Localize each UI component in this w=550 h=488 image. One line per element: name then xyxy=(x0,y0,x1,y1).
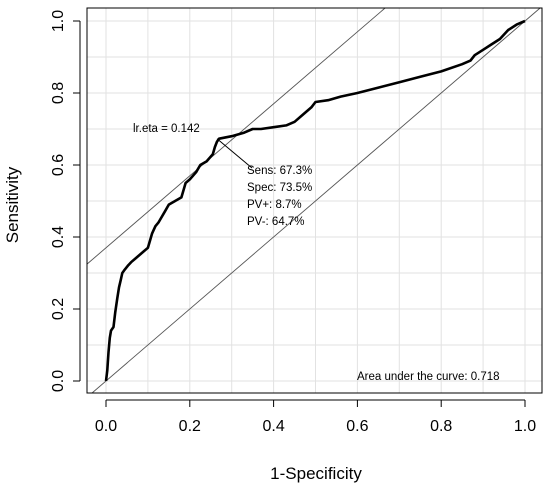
x-axis: 0.0 0.2 0.4 0.6 0.8 1.0 xyxy=(95,399,536,435)
x-tick-label: 0.2 xyxy=(179,418,201,435)
x-tick-label: 0.4 xyxy=(262,418,284,435)
x-tick-label: 0.0 xyxy=(95,418,117,435)
x-tick-label: 0.8 xyxy=(430,418,452,435)
pv-pos-label: PV+: 8.7% xyxy=(247,199,302,211)
auc-label: Area under the curve: 0.718 xyxy=(357,371,500,383)
grid xyxy=(87,8,542,393)
y-tick-label: 0.0 xyxy=(50,370,67,392)
roc-curve-group xyxy=(104,19,526,382)
y-tick-label: 0.2 xyxy=(50,298,67,320)
reference-line xyxy=(91,7,541,394)
x-tick-label: 1.0 xyxy=(514,418,536,435)
pv-neg-label: PV-: 64.7% xyxy=(247,216,305,228)
plot-frame xyxy=(86,7,543,394)
y-tick-label: 0.6 xyxy=(50,154,67,176)
y-tick-label: 0.8 xyxy=(50,82,67,104)
cutoff-callout-line xyxy=(216,138,253,169)
y-axis-title: Sensitivity xyxy=(3,166,22,243)
spec-label: Spec: 73.5% xyxy=(247,182,312,194)
y-axis: 0.0 0.2 0.4 0.6 0.8 1.0 xyxy=(50,10,81,392)
sens-label: Sens: 67.3% xyxy=(247,165,312,177)
cutoff-label: lr.eta = 0.142 xyxy=(133,123,200,135)
annotations: lr.eta = 0.142 Sens: 67.3% Spec: 73.5% P… xyxy=(133,123,500,383)
x-axis-title: 1-Specificity xyxy=(270,464,362,483)
x-tick-label: 0.6 xyxy=(346,418,368,435)
y-tick-label: 0.4 xyxy=(50,226,67,248)
y-tick-label: 1.0 xyxy=(50,10,67,32)
roc-curve-line xyxy=(104,19,526,382)
